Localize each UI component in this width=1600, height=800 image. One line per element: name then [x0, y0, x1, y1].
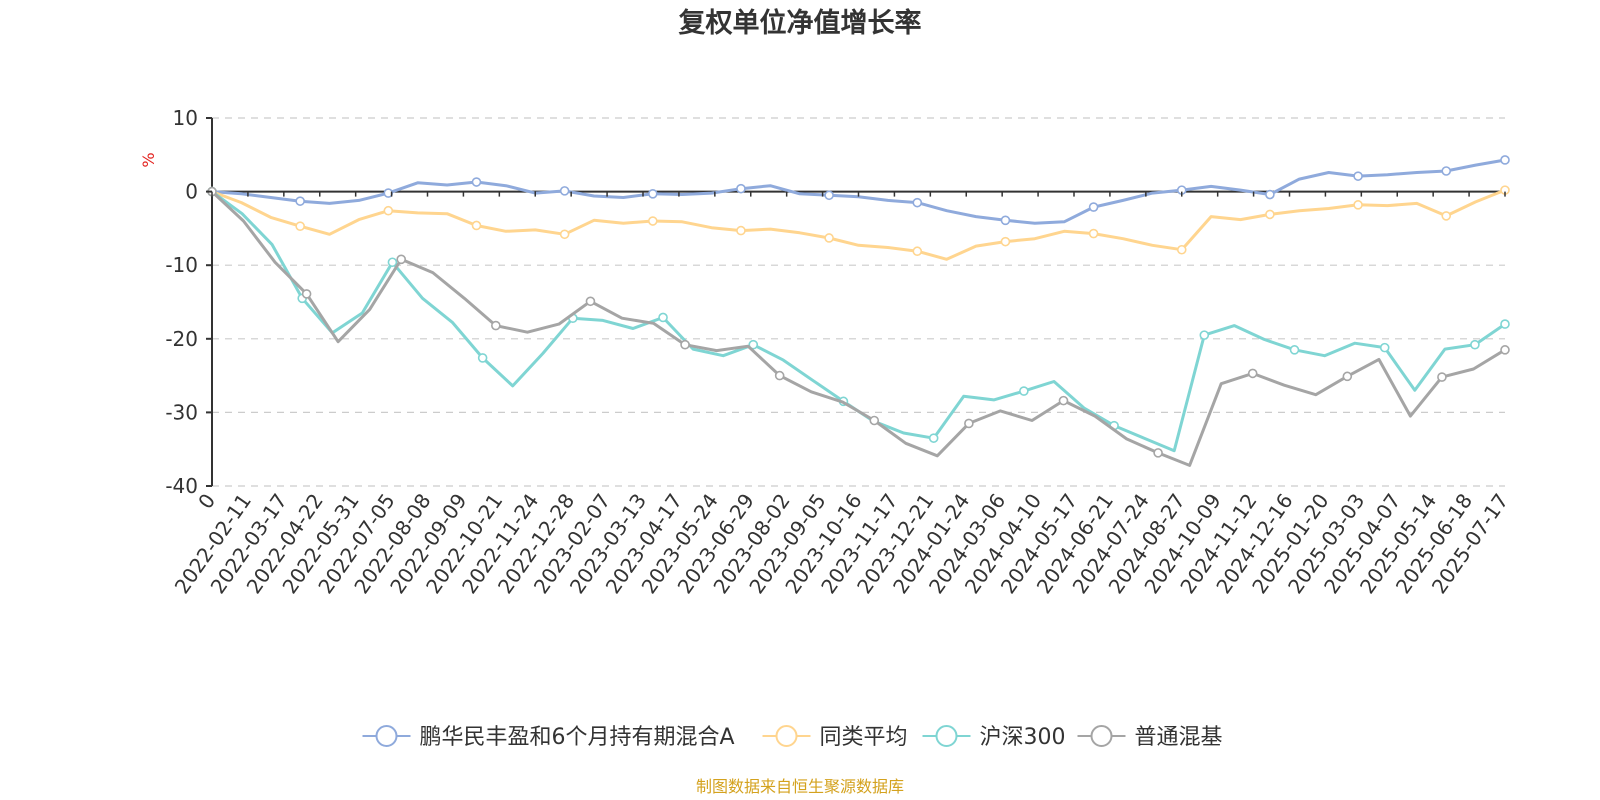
data-point: [1000, 236, 1011, 247]
data-point: [736, 225, 746, 236]
data-point: [295, 196, 305, 206]
series-line-1: [211, 188, 1506, 261]
data-point: [396, 254, 407, 265]
legend-label: 普通混基: [1135, 725, 1223, 750]
data-point: [1265, 209, 1275, 220]
legend-label: 沪深300: [980, 725, 1066, 750]
chart-title: 复权单位净值增长率: [679, 7, 922, 39]
data-point: [1500, 345, 1510, 355]
legend-item-0[interactable]: 鹏华民丰盈和6个月持有期混合A: [362, 725, 735, 750]
data-point: [647, 216, 658, 226]
legend-marker-icon: [775, 725, 798, 747]
data-point: [301, 289, 312, 299]
grid-lines: [212, 117, 1505, 487]
series-line-0: [211, 158, 1506, 225]
data-point: [736, 183, 746, 194]
data-point: [748, 339, 759, 350]
series-lines: [207, 155, 1510, 467]
data-point: [1176, 244, 1187, 255]
data-point: [824, 233, 834, 243]
data-point: [1088, 202, 1099, 212]
legend-label: 同类平均: [820, 725, 908, 750]
axes: [211, 118, 1505, 486]
data-point: [1437, 372, 1447, 382]
data-point: [1379, 342, 1390, 353]
data-point: [964, 418, 974, 429]
data-point: [869, 415, 880, 426]
legend-marker-icon: [935, 725, 958, 747]
data-point: [295, 221, 305, 231]
legend-item-2[interactable]: 沪深300: [922, 725, 1066, 750]
legend-marker-icon: [375, 725, 398, 747]
legend[interactable]: 鹏华民丰盈和6个月持有期混合A 同类平均 沪深300 普通混基: [362, 725, 1223, 750]
data-point: [1342, 371, 1353, 382]
data-point: [477, 353, 488, 363]
series-line-3: [210, 190, 1506, 467]
data-point: [1470, 339, 1480, 350]
data-point: [383, 205, 394, 216]
data-point: [647, 189, 658, 199]
data-point: [1353, 200, 1363, 210]
data-point: [1019, 386, 1029, 396]
y-tick-label: -30: [165, 400, 198, 424]
data-point: [774, 370, 785, 381]
data-point: [912, 246, 923, 257]
data-point: [680, 339, 690, 350]
data-point: [1088, 228, 1099, 239]
data-point: [1441, 211, 1452, 221]
y-tick-label: 0: [185, 180, 198, 204]
legend-item-3[interactable]: 普通混基: [1077, 725, 1223, 750]
data-point: [1199, 330, 1210, 340]
data-point: [1441, 166, 1452, 176]
legend-marker-icon: [1090, 725, 1113, 747]
data-point: [387, 257, 398, 268]
data-point: [1247, 368, 1258, 379]
legend-item-1[interactable]: 同类平均: [762, 725, 908, 750]
y-tick-label: -20: [165, 327, 198, 351]
data-point: [1000, 215, 1011, 226]
legend-label: 鹏华民丰盈和6个月持有期混合A: [420, 725, 735, 750]
y-tick-label: 10: [173, 106, 198, 130]
data-point: [559, 186, 570, 196]
data-point: [1289, 345, 1300, 355]
y-tick-label: -40: [165, 474, 198, 498]
data-point: [585, 296, 596, 307]
data-point: [1265, 189, 1275, 200]
data-point: [824, 190, 834, 201]
y-axis-unit: %: [139, 152, 158, 167]
y-tick-label: -10: [165, 253, 198, 277]
data-point: [1058, 395, 1069, 406]
data-point: [1353, 171, 1363, 181]
data-point: [1153, 448, 1163, 458]
data-point: [1500, 319, 1510, 329]
data-source-note: 制图数据来自恒生聚源数据库: [696, 777, 904, 796]
data-point: [559, 229, 570, 240]
y-axis-tick-labels: 10 0 -10 -20 -30 -40: [165, 106, 212, 498]
x-axis-tick-labels: 02022-02-112022-03-172022-04-222022-05-3…: [170, 191, 1513, 598]
data-point: [912, 197, 923, 208]
data-point: [471, 177, 482, 187]
data-point: [1500, 155, 1510, 165]
data-point: [471, 220, 482, 231]
data-point: [658, 312, 668, 323]
data-point: [491, 320, 501, 331]
data-point: [928, 433, 939, 443]
